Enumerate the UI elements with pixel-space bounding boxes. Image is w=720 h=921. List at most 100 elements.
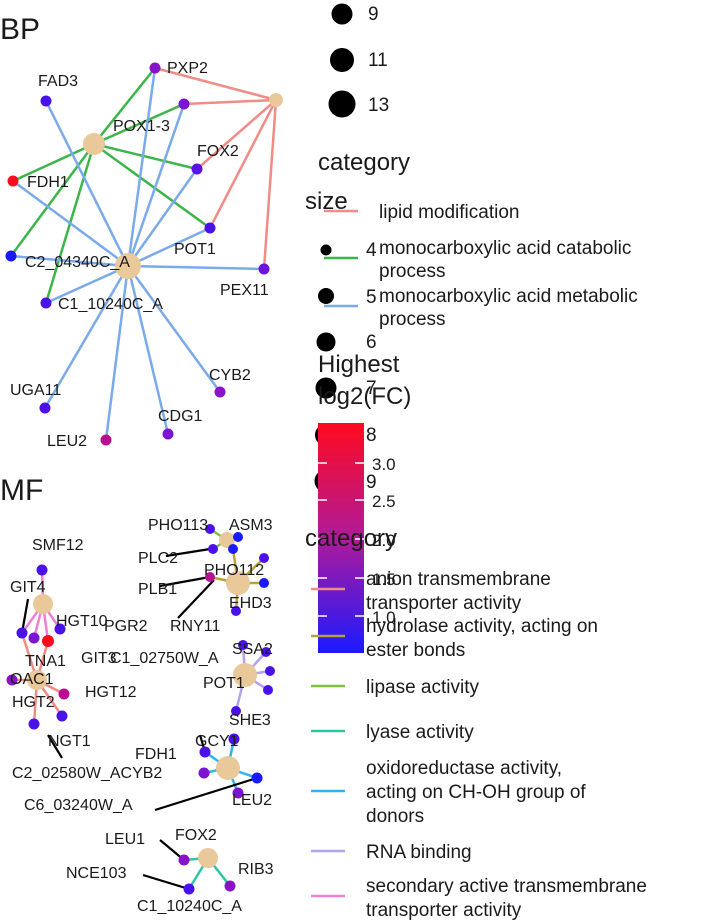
bp-gene-node xyxy=(39,402,51,414)
mf-gene-node xyxy=(28,718,40,730)
bp-gene-node xyxy=(258,263,270,275)
legend-label: oxidoreductase activity, acting on CH-OH… xyxy=(366,758,591,827)
legend-category-mf: category anion transmembrane transporter… xyxy=(305,525,647,921)
bp-gene-node xyxy=(7,175,19,187)
mf-label: OAC1 xyxy=(10,671,54,688)
mf-category-node-secondary-transport xyxy=(33,594,53,614)
mf-label: SSA2 xyxy=(232,641,273,658)
mf-label: EHD3 xyxy=(229,595,272,612)
mf-gene-node xyxy=(224,880,236,892)
legend-size-top: 9 11 13 xyxy=(328,3,389,118)
bp-gene-node xyxy=(204,222,216,234)
legend-size-dot xyxy=(328,90,356,118)
mf-gene-node xyxy=(36,564,48,576)
mf-label: POT1 xyxy=(203,675,245,692)
legend-label: monocarboxylic acid catabolic process xyxy=(379,238,637,282)
bp-category-node-lipid xyxy=(269,93,283,107)
mf-label: RNY11 xyxy=(170,618,220,635)
bp-label: FDH1 xyxy=(27,174,69,191)
legend-size-dot xyxy=(331,3,353,25)
legend-label: RNA binding xyxy=(366,842,472,863)
mf-label: GIT3 xyxy=(81,650,117,667)
mf-gene-node xyxy=(228,544,238,554)
colorbar-tick-label: 3.0 xyxy=(372,455,396,474)
mf-label: SHE3 xyxy=(229,712,271,729)
legend-size-dot xyxy=(320,244,332,256)
mf-label: ASM3 xyxy=(229,517,273,534)
bp-label: CDG1 xyxy=(158,408,203,425)
legend-size-value: 7 xyxy=(366,378,377,399)
mf-labels: SMF12 GIT4 HGT10 TNA1 OAC1 HGT2 HGT12 NG… xyxy=(10,517,274,915)
legend-size-value: 4 xyxy=(366,240,377,261)
legend-size-value: 8 xyxy=(366,425,377,446)
bp-label: C1_10240C_A xyxy=(58,296,163,313)
mf-gene-node xyxy=(198,767,210,779)
bp-gene-node xyxy=(191,163,203,175)
mf-label: TNA1 xyxy=(25,653,66,670)
legend-size-value: 11 xyxy=(368,50,388,71)
bp-label: PEX11 xyxy=(220,282,269,299)
bp-gene-node xyxy=(100,434,112,446)
legend-label: anion transmembrane transporter activity xyxy=(366,569,556,614)
legend-size-value: 9 xyxy=(366,472,377,493)
colorbar-tick-label: 1.5 xyxy=(372,570,396,589)
mf-label: RIB3 xyxy=(238,861,274,878)
mf-gene-node xyxy=(42,635,54,647)
legend-title: Highest log2(FC) xyxy=(318,351,411,410)
legend-label: lipase activity xyxy=(366,677,479,698)
legend-size-dot xyxy=(316,332,336,352)
mf-gene-node xyxy=(231,706,241,716)
mf-gene-node xyxy=(228,733,240,745)
mf-gene-node xyxy=(238,640,248,650)
legend-title: category xyxy=(305,525,397,552)
legend-label: hydrolase activity, acting on ester bond… xyxy=(366,616,603,661)
bp-nodes xyxy=(5,62,283,446)
mf-gene-node xyxy=(6,674,18,686)
colorbar-tick-label: 2.0 xyxy=(372,531,396,550)
mf-gene-node xyxy=(205,572,215,582)
panel-title-bp: BP xyxy=(0,13,40,46)
bp-gene-node xyxy=(40,95,52,107)
colorbar-ticks xyxy=(318,462,364,617)
mf-label: C2_02580W_ACYB2 xyxy=(12,765,162,782)
legend-category-bp: category lipid modification monocarboxyl… xyxy=(318,149,643,330)
legend-label: lipid modification xyxy=(379,202,519,223)
mf-label: C1_10240C_A xyxy=(137,898,242,915)
mf-gene-node xyxy=(205,524,215,534)
legend-label: monocarboxylic acid metabolic process xyxy=(379,286,643,330)
mf-label: HGT10 xyxy=(56,613,108,630)
mf-label: SMF12 xyxy=(32,537,84,554)
mf-label: NGT1 xyxy=(48,733,91,750)
bp-gene-node xyxy=(214,386,226,398)
mf-gene-node xyxy=(183,883,195,895)
mf-gene-node xyxy=(199,746,211,758)
legend-label: lyase activity xyxy=(366,722,474,743)
bp-gene-node xyxy=(40,297,52,309)
mf-label: PLB1 xyxy=(138,581,177,598)
bp-gene-node xyxy=(149,62,161,74)
bp-label: FAD3 xyxy=(38,73,78,90)
mf-label: PHO113 xyxy=(148,517,208,534)
bp-edges xyxy=(9,66,278,441)
mf-label: PGR2 xyxy=(104,618,148,635)
panel-title-mf: MF xyxy=(0,474,43,507)
bp-label: POT1 xyxy=(174,241,216,258)
bp-label: FOX2 xyxy=(197,143,239,160)
mf-gene-node xyxy=(28,632,40,644)
legend-size-dot xyxy=(318,288,334,304)
mf-category-node-oxidoreductase xyxy=(216,756,240,780)
mf-gene-node xyxy=(208,544,218,554)
mf-label: HGT2 xyxy=(12,694,55,711)
legend-size-value: 13 xyxy=(368,95,389,116)
mf-label: PHO112 xyxy=(204,562,264,579)
colorbar-gradient xyxy=(318,423,364,653)
mf-gene-node xyxy=(259,578,269,588)
legend-size-value: 6 xyxy=(366,332,377,353)
bp-label: PXP2 xyxy=(167,60,208,77)
mf-gene-node xyxy=(16,627,28,639)
legend-size-dot xyxy=(315,377,337,399)
mf-label: LEU1 xyxy=(105,831,145,848)
bp-gene-node xyxy=(5,250,17,262)
mf-gene-node xyxy=(263,685,273,695)
